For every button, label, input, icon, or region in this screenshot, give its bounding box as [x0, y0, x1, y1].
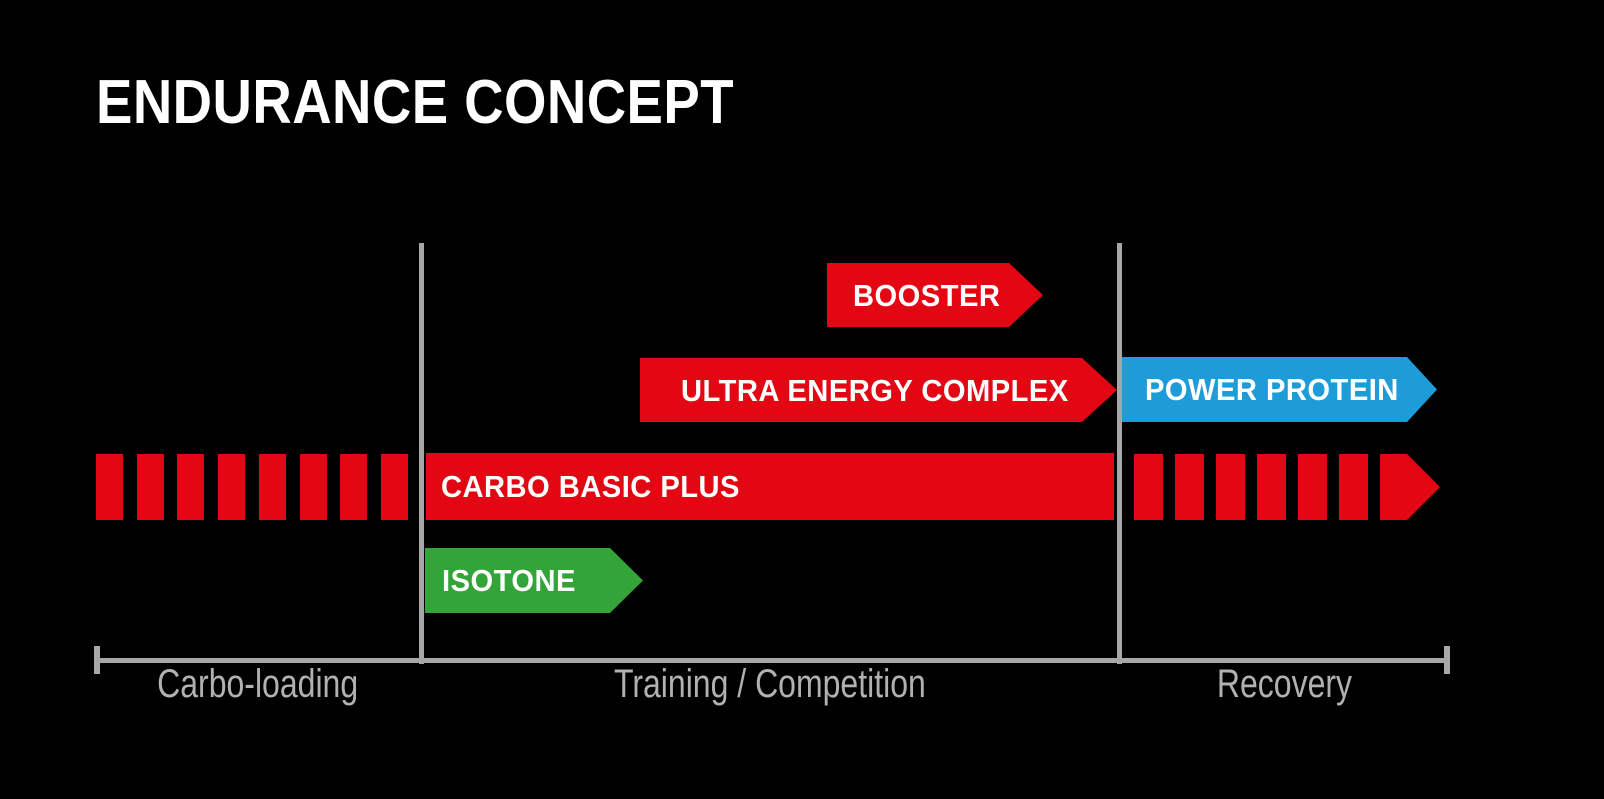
product-bar-isotone: ISOTONE: [425, 548, 643, 613]
axis-end-tick-right: [1444, 646, 1450, 674]
carbo-dash-segment: [258, 454, 286, 520]
carbo-dashed-lead-out: [1134, 454, 1368, 520]
page-title: ENDURANCE CONCEPT: [96, 68, 734, 137]
carbo-dash-segment: [177, 454, 205, 520]
product-bar-power-protein: POWER PROTEIN: [1122, 357, 1437, 422]
phase-label-training-competition: Training / Competition: [614, 662, 926, 706]
product-label-power-protein: POWER PROTEIN: [1145, 372, 1399, 407]
product-label-booster: BOOSTER: [853, 277, 1001, 313]
carbo-dash-segment: [136, 454, 164, 520]
carbo-dash-segment: [299, 454, 327, 520]
carbo-arrow-tip: [1380, 454, 1440, 520]
product-bar-booster: BOOSTER: [827, 263, 1043, 327]
carbo-dash-segment: [340, 454, 368, 520]
carbo-dash-segment: [96, 454, 123, 520]
carbo-dash-segment: [1216, 454, 1245, 520]
phase-divider-line-right: [1117, 243, 1122, 664]
product-label-carbo-basic-plus: CARBO BASIC PLUS: [441, 469, 740, 504]
axis-end-tick-left: [94, 646, 100, 674]
phase-divider-line-left: [419, 243, 424, 664]
carbo-dash-segment: [380, 454, 408, 520]
carbo-dash-segment: [1175, 454, 1204, 520]
carbo-dash-segment: [218, 454, 246, 520]
product-bar-ultra-energy-complex: ULTRA ENERGY COMPLEX: [640, 358, 1117, 422]
carbo-dashed-lead-in: [96, 454, 408, 520]
product-label-isotone: ISOTONE: [442, 563, 576, 598]
product-label-ultra-energy-complex: ULTRA ENERGY COMPLEX: [681, 372, 1069, 408]
phase-label-carbo-loading: Carbo-loading: [157, 662, 359, 706]
timeline-axis: [95, 658, 1448, 663]
carbo-dash-segment: [1257, 454, 1286, 520]
carbo-dash-segment: [1298, 454, 1327, 520]
phase-label-recovery: Recovery: [1216, 662, 1352, 706]
carbo-dash-segment: [1339, 454, 1368, 520]
product-bar-carbo-basic-plus: CARBO BASIC PLUS: [426, 453, 1114, 520]
carbo-dash-segment: [1134, 454, 1163, 520]
